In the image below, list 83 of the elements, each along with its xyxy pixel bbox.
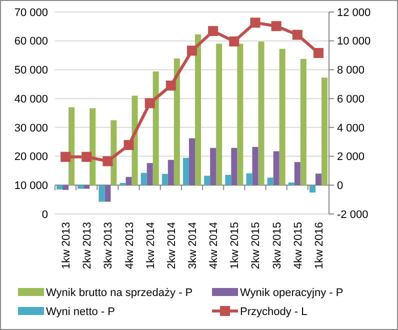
point	[271, 21, 282, 32]
point	[208, 26, 218, 36]
point	[229, 36, 240, 46]
bar	[204, 176, 210, 186]
x-tick-label: 4kw 2014	[208, 222, 220, 270]
bar	[78, 185, 84, 189]
bar	[110, 120, 117, 186]
x-tick-label: 2kw 2013	[82, 222, 94, 270]
legend-label: Wynik brutto na sprzedaży - P	[46, 286, 193, 299]
legend-label: Przychody - L	[240, 306, 308, 318]
point	[82, 152, 92, 162]
y-tick-label: 10 000	[14, 180, 48, 192]
point	[292, 30, 302, 40]
bar	[140, 172, 147, 186]
y2-tick-label: 12 000	[337, 6, 371, 19]
x-tick-label: 3kw 2014	[187, 222, 199, 270]
bar	[195, 34, 201, 186]
bar	[84, 185, 90, 189]
x-tick-label: 2kw 2015	[250, 222, 262, 270]
bar	[168, 160, 174, 186]
y2-tick-label: 6 000	[337, 93, 365, 106]
y-tick-label: 20 000	[14, 151, 48, 164]
point	[124, 140, 134, 150]
point	[144, 98, 155, 108]
y-tick-label: 50 000	[14, 64, 48, 77]
legend-label: Wyni netto - P	[46, 306, 115, 318]
x-tick-label: 1kw 2015	[229, 222, 242, 270]
point	[102, 156, 113, 166]
bar	[237, 44, 244, 186]
y2-tick-label: 10 000	[337, 36, 371, 48]
bar	[189, 138, 195, 186]
x-tick-label: 1kw 2014	[144, 222, 157, 270]
bar	[210, 148, 216, 186]
bar	[98, 185, 105, 202]
point	[60, 152, 71, 162]
x-tick-label: 1kw 2016	[313, 222, 326, 270]
bar	[225, 174, 232, 186]
bar	[90, 108, 96, 186]
bar	[309, 185, 316, 192]
x-tick-label: 4kw 2015	[292, 222, 304, 270]
legend-label: Wynik operacyjny - P	[240, 286, 344, 299]
x-tick-label: 1kw 2013	[60, 222, 73, 270]
y2-tick-label: 2 000	[337, 151, 365, 164]
y2-tick-label: 0	[337, 180, 344, 192]
bar	[246, 173, 252, 186]
y-tick-label: 30 000	[14, 122, 48, 134]
point	[187, 46, 197, 56]
x-tick-label: 2kw 2014	[166, 222, 178, 270]
y-tick-label: 0	[42, 208, 48, 221]
bar	[216, 44, 222, 186]
bar	[315, 174, 322, 186]
bar	[146, 163, 153, 186]
bar	[279, 48, 286, 186]
x-tick-label: 3kw 2013	[102, 222, 115, 270]
bar	[258, 42, 264, 186]
x-tick-label: 3kw 2015	[271, 222, 284, 270]
y-tick-label: 40 000	[14, 93, 48, 106]
y2-tick-label: 4 000	[337, 122, 365, 134]
bar	[62, 185, 69, 190]
point	[250, 18, 260, 28]
bar	[126, 176, 132, 186]
bar	[231, 148, 238, 186]
bar	[252, 146, 258, 186]
y-tick-label: 70 000	[14, 6, 48, 19]
bar	[300, 58, 306, 186]
bar	[162, 174, 168, 186]
x-tick-label: 4kw 2013	[124, 222, 136, 270]
bar	[273, 151, 280, 186]
point	[313, 48, 324, 58]
bar	[294, 162, 300, 186]
bar	[68, 107, 75, 186]
bar	[152, 71, 159, 186]
bar	[267, 178, 274, 186]
bar	[104, 185, 111, 202]
bar	[288, 182, 294, 186]
bar	[321, 78, 328, 186]
bar	[183, 158, 189, 186]
point	[166, 80, 176, 91]
y2-tick-label: 8 000	[337, 64, 365, 77]
bar	[174, 58, 180, 186]
bar	[120, 182, 126, 186]
y2-tick-label: -2 000	[337, 208, 368, 221]
y-tick-label: 60 000	[14, 36, 48, 48]
